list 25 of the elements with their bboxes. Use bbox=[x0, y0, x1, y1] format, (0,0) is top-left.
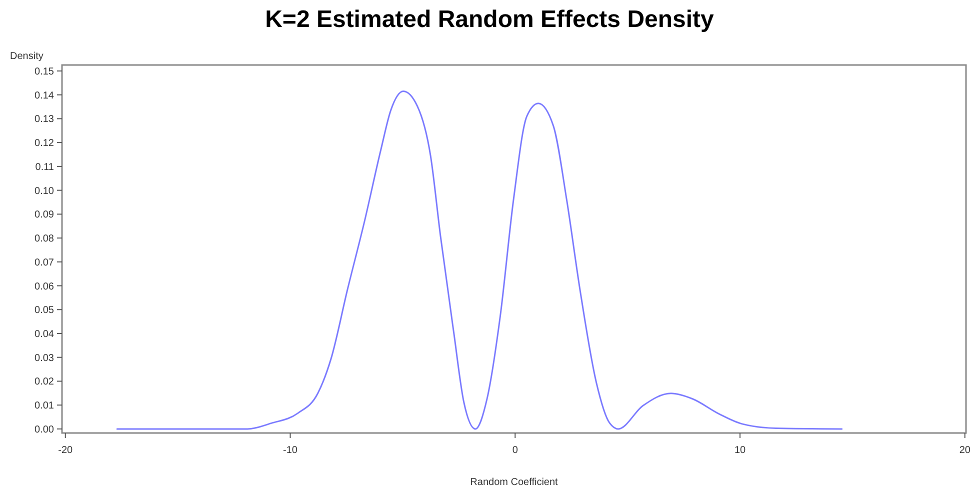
y-tick-label: 0.05 bbox=[34, 305, 54, 316]
y-tick-label: 0.08 bbox=[34, 234, 54, 245]
y-tick-label: 0.00 bbox=[34, 424, 54, 436]
y-tick-label: 0.14 bbox=[34, 90, 54, 102]
y-tick-label: 0.10 bbox=[34, 186, 54, 197]
y-tick-label: 0.02 bbox=[34, 376, 54, 388]
y-tick-label: 0.12 bbox=[34, 138, 54, 150]
y-tick-label: 0.09 bbox=[34, 210, 54, 221]
x-tick-label: 0 bbox=[512, 445, 518, 456]
line-series bbox=[116, 90, 843, 430]
y-axis-title: Density bbox=[10, 51, 44, 62]
x-axis-title: Random Coefficient bbox=[470, 477, 558, 488]
y-tick-label: 0.15 bbox=[34, 66, 54, 78]
chart-title: K=2 Estimated Random Effects Density bbox=[265, 6, 715, 33]
x-tick-label: 10 bbox=[734, 445, 746, 456]
y-tick-label: 0.04 bbox=[34, 328, 54, 340]
y-tick-label: 0.11 bbox=[35, 162, 54, 173]
x-tick-label: -10 bbox=[283, 445, 298, 456]
x-tick-label: -20 bbox=[58, 445, 74, 456]
x-tick-label: 20 bbox=[959, 445, 971, 456]
y-tick-label: 0.07 bbox=[34, 257, 54, 268]
y-tick-label: 0.03 bbox=[34, 352, 54, 364]
y-tick-label: 0.01 bbox=[34, 400, 54, 412]
y-tick-label: 0.13 bbox=[34, 114, 54, 126]
y-tick-label: 0.06 bbox=[34, 281, 54, 292]
